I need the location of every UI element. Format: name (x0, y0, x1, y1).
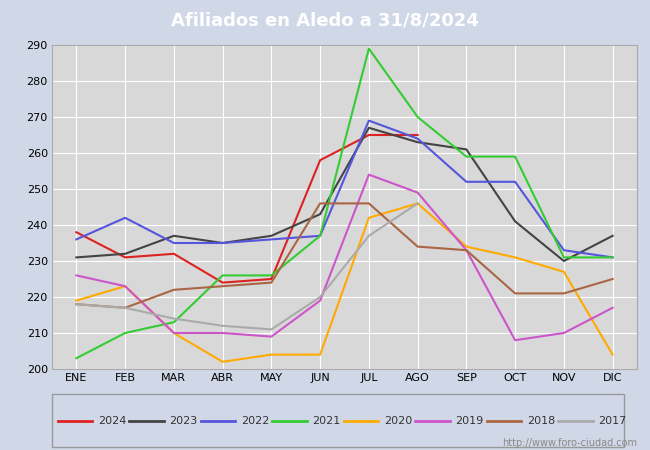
Text: Afiliados en Aledo a 31/8/2024: Afiliados en Aledo a 31/8/2024 (171, 11, 479, 29)
Text: 2024: 2024 (98, 416, 126, 426)
Text: 2018: 2018 (526, 416, 555, 426)
Text: 2022: 2022 (240, 416, 269, 426)
Text: http://www.foro-ciudad.com: http://www.foro-ciudad.com (502, 438, 637, 448)
Text: 2019: 2019 (455, 416, 484, 426)
Text: 2017: 2017 (598, 416, 627, 426)
Text: 2020: 2020 (384, 416, 412, 426)
Text: 2021: 2021 (312, 416, 341, 426)
Text: 2023: 2023 (169, 416, 198, 426)
